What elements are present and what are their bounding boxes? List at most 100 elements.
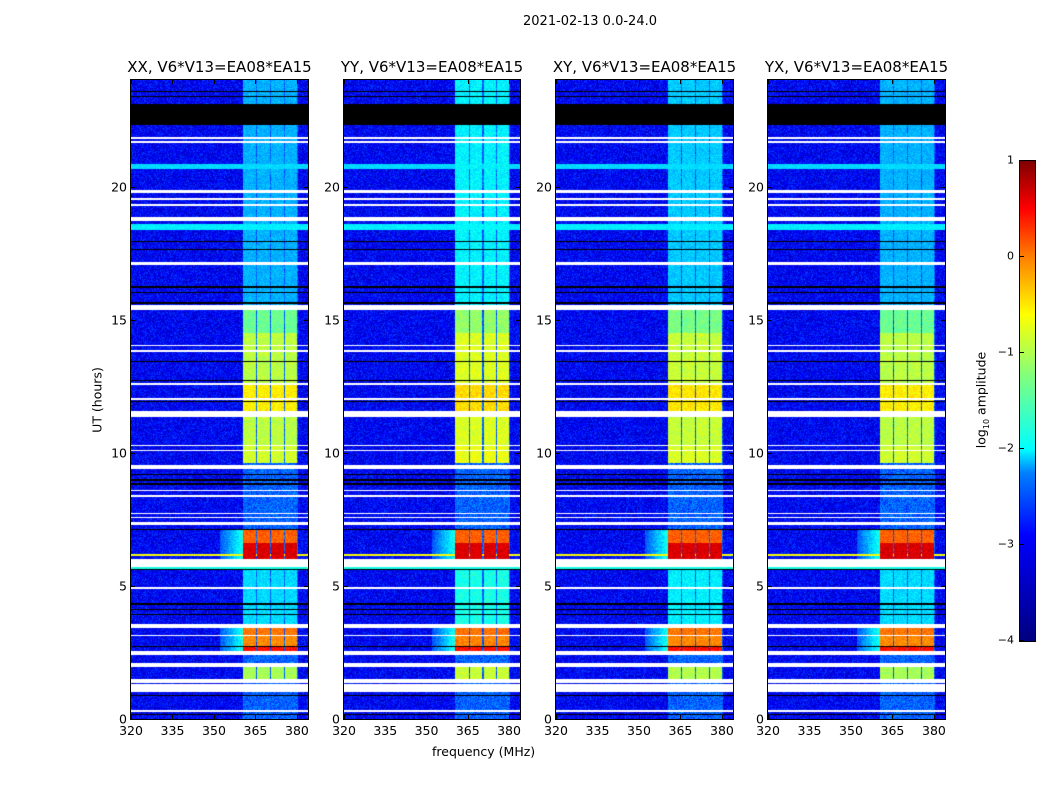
y-tick-mark [516, 452, 520, 454]
y-tick-mark [304, 452, 308, 454]
panel-title-yx: YX, V6*V13=EA08*EA15 [764, 58, 949, 76]
y-tick-label: 15 [748, 312, 764, 328]
y-tick-mark [344, 319, 348, 321]
y-tick-label: 20 [324, 179, 340, 194]
y-tick-label: 0 [756, 711, 764, 727]
x-tick-mark [426, 715, 428, 719]
x-tick-label: 335 [585, 723, 610, 738]
y-tick-mark [729, 452, 733, 454]
x-tick-label: 365 [880, 723, 905, 738]
y-tick-mark [768, 319, 772, 321]
heatmap-yy [343, 79, 521, 720]
panel-title-xx: XX, V6*V13=EA08*EA15 [127, 58, 312, 76]
x-tick-mark [768, 715, 769, 719]
x-tick-mark [680, 80, 682, 84]
x-tick-mark [597, 80, 599, 84]
x-tick-label: 335 [373, 723, 398, 738]
figure-suptitle: 2021-02-13 0.0-24.0 [523, 14, 657, 29]
y-tick-label: 0 [332, 711, 340, 727]
y-tick-mark [344, 186, 348, 188]
x-tick-mark [721, 80, 723, 84]
x-tick-mark [385, 715, 387, 719]
x-tick-mark [509, 715, 510, 719]
colorbar-tick-label: 0 [1007, 249, 1014, 263]
colorbar-label: log10 amplitude [973, 351, 991, 449]
y-tick-label: 10 [536, 445, 552, 461]
y-tick-label: 5 [544, 578, 552, 594]
x-tick-mark [556, 715, 557, 719]
y-tick-label: 20 [111, 179, 127, 194]
y-tick-mark [556, 452, 560, 454]
y-tick-label: 0 [544, 711, 552, 727]
colorbar-tick-label: −2 [997, 441, 1014, 455]
x-tick-mark [467, 715, 469, 719]
x-tick-label: 380 [285, 723, 309, 738]
y-tick-mark [941, 719, 945, 720]
y-tick-mark [131, 452, 135, 454]
y-tick-mark [556, 719, 560, 720]
y-tick-label: 5 [119, 578, 127, 594]
y-tick-mark [729, 319, 733, 321]
y-tick-mark [131, 719, 135, 720]
x-tick-mark [344, 715, 345, 719]
colorbar-tick-label: −4 [997, 633, 1014, 647]
x-tick-mark [556, 80, 557, 84]
x-tick-mark [809, 80, 811, 84]
x-axis-label: frequency (MHz) [432, 744, 536, 759]
heatmap-xx [130, 79, 309, 720]
y-tick-mark [304, 585, 308, 587]
y-tick-mark [556, 585, 560, 587]
x-tick-mark [426, 80, 428, 84]
x-tick-mark [213, 80, 215, 84]
x-tick-mark [255, 715, 257, 719]
x-tick-label: 350 [627, 723, 651, 738]
y-tick-mark [516, 585, 520, 587]
y-tick-mark [304, 186, 308, 188]
heatmap-xy [555, 79, 734, 720]
colorbar-tick-mark [1020, 256, 1024, 257]
x-tick-mark [680, 715, 682, 719]
x-tick-mark [172, 80, 174, 84]
y-tick-mark [131, 585, 135, 587]
y-tick-mark [768, 452, 772, 454]
colorbar-tick-label: 1 [1007, 153, 1014, 167]
colorbar-tick-mark [1020, 448, 1024, 449]
y-tick-mark [516, 719, 520, 720]
y-axis-label: UT (hours) [89, 367, 105, 433]
y-tick-label: 10 [748, 445, 764, 461]
y-tick-mark [729, 186, 733, 188]
x-tick-label: 350 [839, 723, 863, 738]
colorbar-tick-label: −1 [997, 345, 1014, 359]
y-tick-mark [729, 719, 733, 720]
y-tick-mark [516, 186, 520, 188]
y-tick-mark [941, 452, 945, 454]
y-tick-mark [556, 319, 560, 321]
y-tick-mark [131, 319, 135, 321]
x-tick-mark [385, 80, 387, 84]
x-tick-label: 380 [922, 723, 946, 738]
x-tick-label: 365 [243, 723, 268, 738]
y-tick-label: 15 [536, 312, 552, 328]
y-tick-mark [344, 719, 348, 720]
x-tick-mark [933, 715, 935, 719]
y-tick-mark [729, 585, 733, 587]
x-tick-mark [933, 80, 935, 84]
x-tick-mark [255, 80, 257, 84]
x-tick-mark [296, 80, 298, 84]
x-tick-mark [597, 715, 599, 719]
colorbar-tick-label: −3 [997, 537, 1014, 551]
x-tick-label: 320 [119, 723, 143, 738]
y-tick-label: 10 [324, 445, 340, 461]
colorbar-tick-mark [1020, 352, 1024, 353]
colorbar-tick-mark [1020, 544, 1024, 545]
x-tick-label: 320 [332, 723, 356, 738]
y-tick-mark [344, 452, 348, 454]
y-tick-label: 20 [748, 179, 764, 194]
x-tick-mark [213, 715, 215, 719]
x-tick-mark [344, 80, 345, 84]
x-tick-mark [131, 715, 132, 719]
y-tick-mark [344, 585, 348, 587]
x-tick-label: 320 [756, 723, 780, 738]
heatmap-yx [767, 79, 946, 720]
